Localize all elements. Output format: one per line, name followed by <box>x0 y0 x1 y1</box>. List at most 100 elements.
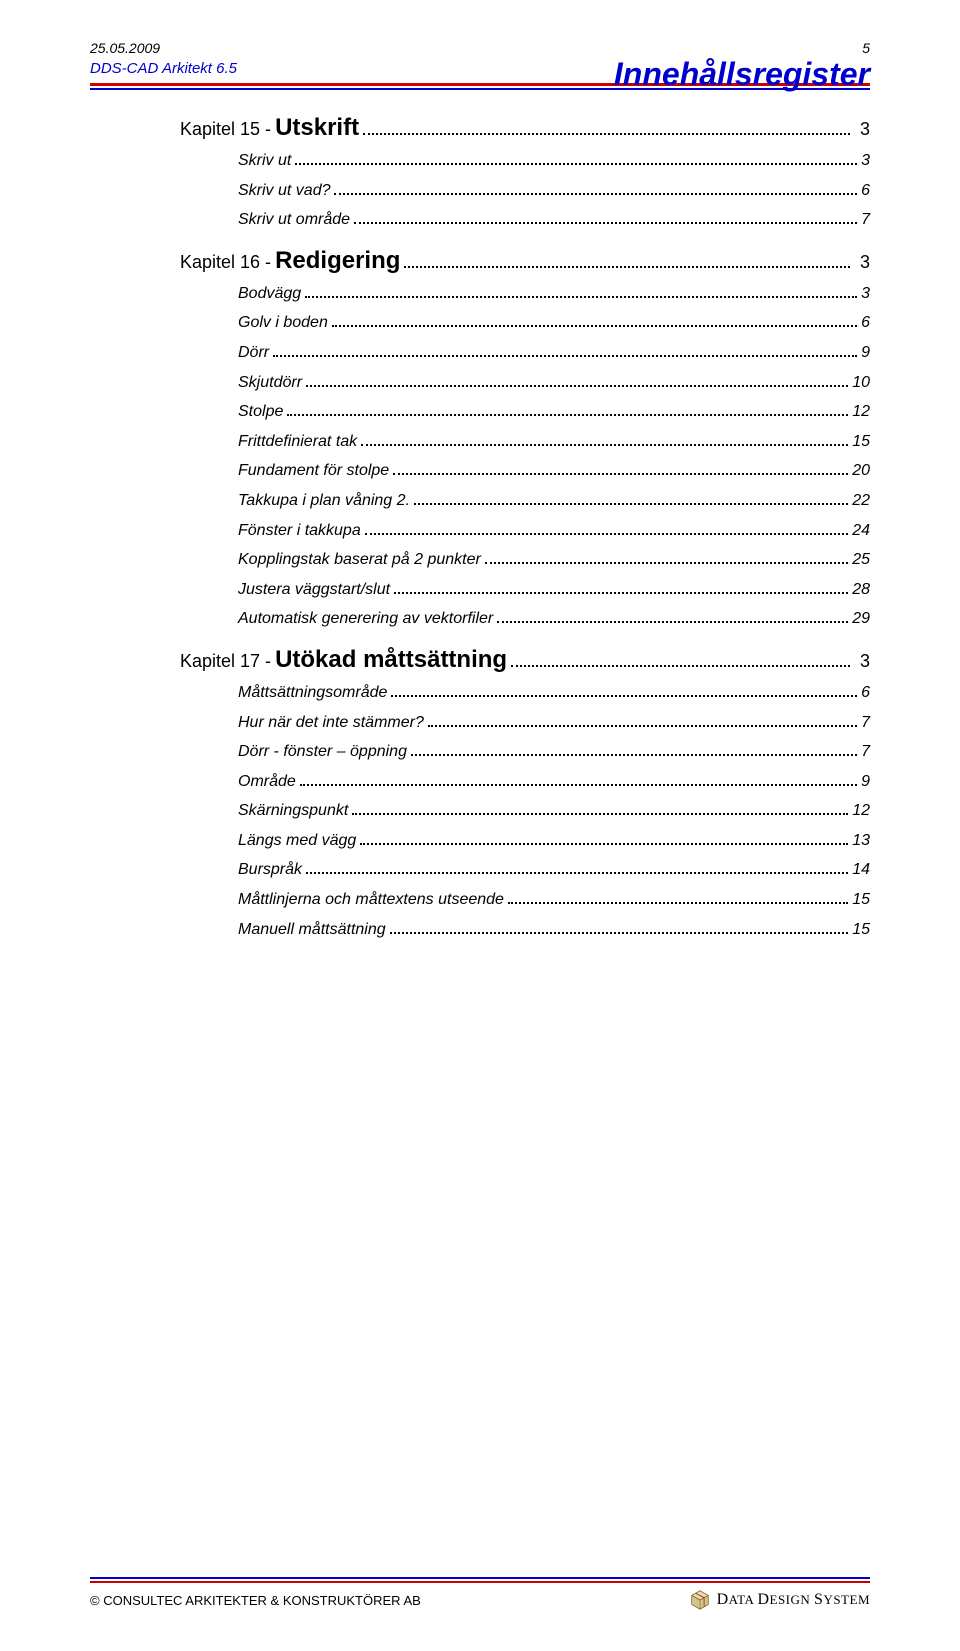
chapter-page: 3 <box>860 252 870 273</box>
entry-page: 6 <box>861 176 870 206</box>
toc-chapter: Kapitel 17 - Utökad måttsättning 3 <box>180 646 870 674</box>
chapter-label: Kapitel 15 - <box>180 119 271 140</box>
entry-title: Burspråk <box>238 855 302 885</box>
document-page: 25.05.2009 5 DDS-CAD Arkitekt 6.5 Innehå… <box>0 0 960 1651</box>
toc-chapter: Kapitel 15 - Utskrift 3 <box>180 114 870 142</box>
toc-entry: Fundament för stolpe20 <box>238 456 870 486</box>
entry-page: 6 <box>861 678 870 708</box>
toc-entry: Område 9 <box>238 767 870 797</box>
chapter-page: 3 <box>860 119 870 140</box>
entry-title: Bodvägg <box>238 279 301 309</box>
toc-entry: Manuell måttsättning 15 <box>238 915 870 945</box>
header-title: Innehållsregister <box>614 56 870 93</box>
leader-dots <box>485 551 848 564</box>
entry-page: 20 <box>852 456 870 486</box>
entry-title: Frittdefinierat tak <box>238 427 357 457</box>
footer-copyright: © CONSULTEC ARKITEKTER & KONSTRUKTÖRER A… <box>90 1593 421 1608</box>
entry-title: Automatisk generering av vektorfiler <box>238 604 493 634</box>
entry-page: 7 <box>861 708 870 738</box>
toc-entry: Burspråk14 <box>238 855 870 885</box>
header-top-row: 25.05.2009 5 <box>90 40 870 56</box>
chapter-page: 3 <box>860 651 870 672</box>
leader-dots <box>306 862 848 875</box>
logo-letter: D <box>757 1591 769 1608</box>
leader-dots <box>414 492 848 505</box>
entry-page: 3 <box>861 279 870 309</box>
entry-title: Justera väggstart/slut <box>238 575 390 605</box>
entry-title: Fönster i takkupa <box>238 516 361 546</box>
leader-dots <box>428 714 857 727</box>
leader-dots <box>411 743 857 756</box>
entry-title: Manuell måttsättning <box>238 915 386 945</box>
leader-dots <box>390 921 849 934</box>
footer: © CONSULTEC ARKITEKTER & KONSTRUKTÖRER A… <box>90 1577 870 1611</box>
toc-entry: Måttsättningsområde 6 <box>238 678 870 708</box>
entry-page: 15 <box>852 427 870 457</box>
leader-dots <box>287 403 848 416</box>
leader-dots <box>352 802 848 815</box>
leader-dots <box>300 773 857 786</box>
logo-letter: D <box>717 1591 729 1608</box>
toc-entry: Frittdefinierat tak 15 <box>238 427 870 457</box>
header-date: 25.05.2009 <box>90 40 160 56</box>
leader-dots <box>273 344 857 357</box>
leader-dots <box>332 315 857 328</box>
entry-title: Längs med vägg <box>238 826 356 856</box>
entry-title: Skriv ut vad? <box>238 176 330 206</box>
toc-entry: Golv i boden 6 <box>238 308 870 338</box>
toc-entry: Skjutdörr10 <box>238 368 870 398</box>
toc-entry: Skärningspunkt 12 <box>238 796 870 826</box>
cube-icon <box>689 1589 711 1611</box>
chapter-label: Kapitel 17 - <box>180 651 271 672</box>
chapter-title: Utökad måttsättning <box>275 646 507 674</box>
entry-page: 10 <box>852 368 870 398</box>
toc-entry: Kopplingstak baserat på 2 punkter25 <box>238 545 870 575</box>
toc-entry: Automatisk generering av vektorfiler 29 <box>238 604 870 634</box>
logo-letter: YSTEM <box>823 1592 870 1607</box>
entry-page: 9 <box>861 338 870 368</box>
entry-page: 6 <box>861 308 870 338</box>
entry-title: Område <box>238 767 296 797</box>
leader-dots <box>391 684 857 697</box>
toc-entry: Dörr - fönster – öppning7 <box>238 737 870 767</box>
leader-dots <box>365 522 848 535</box>
entry-title: Måttlinjerna och måttextens utseende <box>238 885 504 915</box>
footer-rule-red <box>90 1581 870 1583</box>
entry-page: 15 <box>852 915 870 945</box>
toc-chapter: Kapitel 16 - Redigering 3 <box>180 247 870 275</box>
entry-title: Skärningspunkt <box>238 796 348 826</box>
entry-title: Dörr - fönster – öppning <box>238 737 407 767</box>
entry-page: 29 <box>852 604 870 634</box>
leader-dots <box>305 285 857 298</box>
entry-title: Skriv ut <box>238 146 291 176</box>
toc-entry: Takkupa i plan våning 2.22 <box>238 486 870 516</box>
entry-page: 13 <box>852 826 870 856</box>
toc-entry: Bodvägg 3 <box>238 279 870 309</box>
leader-dots <box>363 121 850 135</box>
chapter-title: Utskrift <box>275 114 359 142</box>
footer-rule-blue <box>90 1577 870 1579</box>
header-page-number: 5 <box>862 40 870 56</box>
leader-dots <box>508 891 848 904</box>
leader-dots <box>334 182 857 195</box>
entry-page: 12 <box>852 796 870 826</box>
toc-entry: Stolpe12 <box>238 397 870 427</box>
toc-entry: Dörr9 <box>238 338 870 368</box>
entry-page: 22 <box>852 486 870 516</box>
entry-page: 9 <box>861 767 870 797</box>
leader-dots <box>306 374 848 387</box>
leader-dots <box>393 463 848 476</box>
entry-page: 3 <box>861 146 870 176</box>
entry-title: Måttsättningsområde <box>238 678 387 708</box>
chapter-label: Kapitel 16 - <box>180 252 271 273</box>
toc-entry: Måttlinjerna och måttextens utseende15 <box>238 885 870 915</box>
entry-title: Golv i boden <box>238 308 328 338</box>
logo-letter: ATA <box>729 1592 758 1607</box>
leader-dots <box>394 581 848 594</box>
leader-dots <box>511 653 850 667</box>
logo-letter: ESIGN <box>770 1592 815 1607</box>
entry-title: Hur när det inte stämmer? <box>238 708 424 738</box>
entry-page: 7 <box>861 205 870 235</box>
entry-title: Skriv ut område <box>238 205 350 235</box>
leader-dots <box>404 253 850 267</box>
